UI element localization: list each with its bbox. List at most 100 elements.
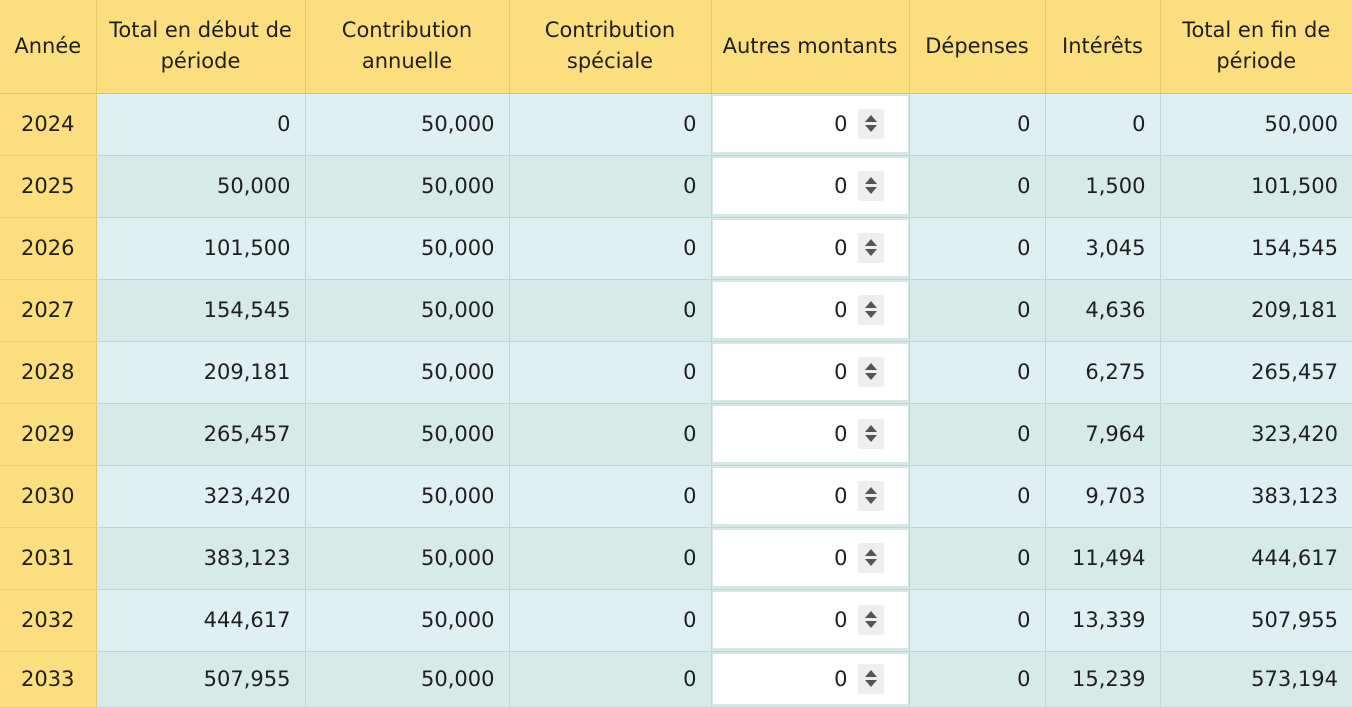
expenses-cell: 0	[909, 217, 1046, 280]
start-total-cell: 265,457	[96, 403, 306, 466]
table-row: 2029 265,457 50,000 0 0 0 7,964 323,420	[0, 403, 1352, 466]
interest-cell: 4,636	[1045, 279, 1161, 342]
other-amounts-input[interactable]: 0	[712, 343, 908, 400]
special-contribution-cell: 0	[509, 589, 712, 652]
expenses-cell: 0	[909, 465, 1046, 528]
decrement-arrow-icon[interactable]	[864, 187, 877, 194]
increment-arrow-icon[interactable]	[864, 115, 877, 122]
other-amounts-cell: 0	[711, 651, 910, 708]
stepper-icon[interactable]	[857, 108, 884, 139]
other-amounts-cell: 0	[711, 465, 910, 528]
decrement-arrow-icon[interactable]	[864, 249, 877, 256]
other-amounts-input[interactable]: 0	[712, 467, 908, 524]
other-amounts-input[interactable]: 0	[712, 529, 908, 586]
expenses-cell: 0	[909, 93, 1046, 156]
special-contribution-cell: 0	[509, 93, 712, 156]
other-amounts-value: 0	[834, 421, 848, 446]
end-total-cell: 101,500	[1160, 155, 1352, 218]
start-total-cell: 323,420	[96, 465, 306, 528]
other-amounts-input[interactable]: 0	[712, 405, 908, 462]
other-amounts-value: 0	[834, 111, 848, 136]
end-total-cell: 444,617	[1160, 527, 1352, 590]
expenses-cell: 0	[909, 527, 1046, 590]
expenses-cell: 0	[909, 155, 1046, 218]
interest-cell: 6,275	[1045, 341, 1161, 404]
table-header: Année Total en début de période Contribu…	[0, 0, 1352, 94]
year-cell: 2025	[0, 155, 97, 218]
stepper-icon[interactable]	[857, 542, 884, 573]
decrement-arrow-icon[interactable]	[864, 125, 877, 132]
stepper-icon[interactable]	[857, 604, 884, 635]
expenses-cell: 0	[909, 341, 1046, 404]
start-total-cell: 50,000	[96, 155, 306, 218]
decrement-arrow-icon[interactable]	[864, 559, 877, 566]
other-amounts-value: 0	[834, 607, 848, 632]
increment-arrow-icon[interactable]	[864, 425, 877, 432]
end-total-cell: 383,123	[1160, 465, 1352, 528]
increment-arrow-icon[interactable]	[864, 611, 877, 618]
end-total-cell: 209,181	[1160, 279, 1352, 342]
stepper-icon[interactable]	[857, 170, 884, 201]
year-cell: 2032	[0, 589, 97, 652]
decrement-arrow-icon[interactable]	[864, 311, 877, 318]
stepper-icon[interactable]	[857, 232, 884, 263]
header-row: Année Total en début de période Contribu…	[0, 0, 1352, 94]
other-amounts-cell: 0	[711, 527, 910, 590]
increment-arrow-icon[interactable]	[864, 487, 877, 494]
expenses-cell: 0	[909, 403, 1046, 466]
start-total-cell: 383,123	[96, 527, 306, 590]
start-total-cell: 209,181	[96, 341, 306, 404]
start-total-cell: 507,955	[96, 651, 306, 708]
expenses-cell: 0	[909, 651, 1046, 708]
start-total-cell: 444,617	[96, 589, 306, 652]
end-total-cell: 507,955	[1160, 589, 1352, 652]
interest-cell: 7,964	[1045, 403, 1161, 466]
table-row: 2027 154,545 50,000 0 0 0 4,636 209,181	[0, 279, 1352, 342]
stepper-icon[interactable]	[857, 663, 884, 694]
decrement-arrow-icon[interactable]	[864, 373, 877, 380]
increment-arrow-icon[interactable]	[864, 363, 877, 370]
increment-arrow-icon[interactable]	[864, 239, 877, 246]
start-total-cell: 101,500	[96, 217, 306, 280]
table-body: 2024 0 50,000 0 0 0 0 50,000 2025 50,000…	[0, 93, 1352, 708]
stepper-icon[interactable]	[857, 356, 884, 387]
other-amounts-input[interactable]: 0	[712, 157, 908, 214]
year-cell: 2030	[0, 465, 97, 528]
increment-arrow-icon[interactable]	[864, 549, 877, 556]
end-total-cell: 154,545	[1160, 217, 1352, 280]
increment-arrow-icon[interactable]	[864, 301, 877, 308]
other-amounts-value: 0	[834, 666, 848, 691]
special-contribution-cell: 0	[509, 651, 712, 708]
annual-contribution-cell: 50,000	[305, 155, 510, 218]
increment-arrow-icon[interactable]	[864, 670, 877, 677]
decrement-arrow-icon[interactable]	[864, 680, 877, 687]
annual-contribution-cell: 50,000	[305, 465, 510, 528]
table-row: 2026 101,500 50,000 0 0 0 3,045 154,545	[0, 217, 1352, 280]
decrement-arrow-icon[interactable]	[864, 435, 877, 442]
special-contribution-cell: 0	[509, 527, 712, 590]
special-contribution-cell: 0	[509, 155, 712, 218]
decrement-arrow-icon[interactable]	[864, 621, 877, 628]
stepper-icon[interactable]	[857, 294, 884, 325]
table-row: 2032 444,617 50,000 0 0 0 13,339 507,955	[0, 589, 1352, 652]
interest-cell: 11,494	[1045, 527, 1161, 590]
end-total-cell: 265,457	[1160, 341, 1352, 404]
end-total-cell: 50,000	[1160, 93, 1352, 156]
other-amounts-input[interactable]: 0	[712, 219, 908, 276]
expenses-cell: 0	[909, 279, 1046, 342]
header-interest: Intérêts	[1045, 0, 1161, 94]
stepper-icon[interactable]	[857, 480, 884, 511]
increment-arrow-icon[interactable]	[864, 177, 877, 184]
table-row: 2028 209,181 50,000 0 0 0 6,275 265,457	[0, 341, 1352, 404]
other-amounts-input[interactable]: 0	[712, 281, 908, 338]
annual-contribution-cell: 50,000	[305, 403, 510, 466]
other-amounts-input[interactable]: 0	[712, 95, 908, 152]
table-row: 2033 507,955 50,000 0 0 0 15,239 573,194	[0, 651, 1352, 708]
stepper-icon[interactable]	[857, 418, 884, 449]
annual-contribution-cell: 50,000	[305, 93, 510, 156]
annual-contribution-cell: 50,000	[305, 341, 510, 404]
other-amounts-input[interactable]: 0	[712, 591, 908, 648]
decrement-arrow-icon[interactable]	[864, 497, 877, 504]
other-amounts-input[interactable]: 0	[712, 653, 908, 704]
